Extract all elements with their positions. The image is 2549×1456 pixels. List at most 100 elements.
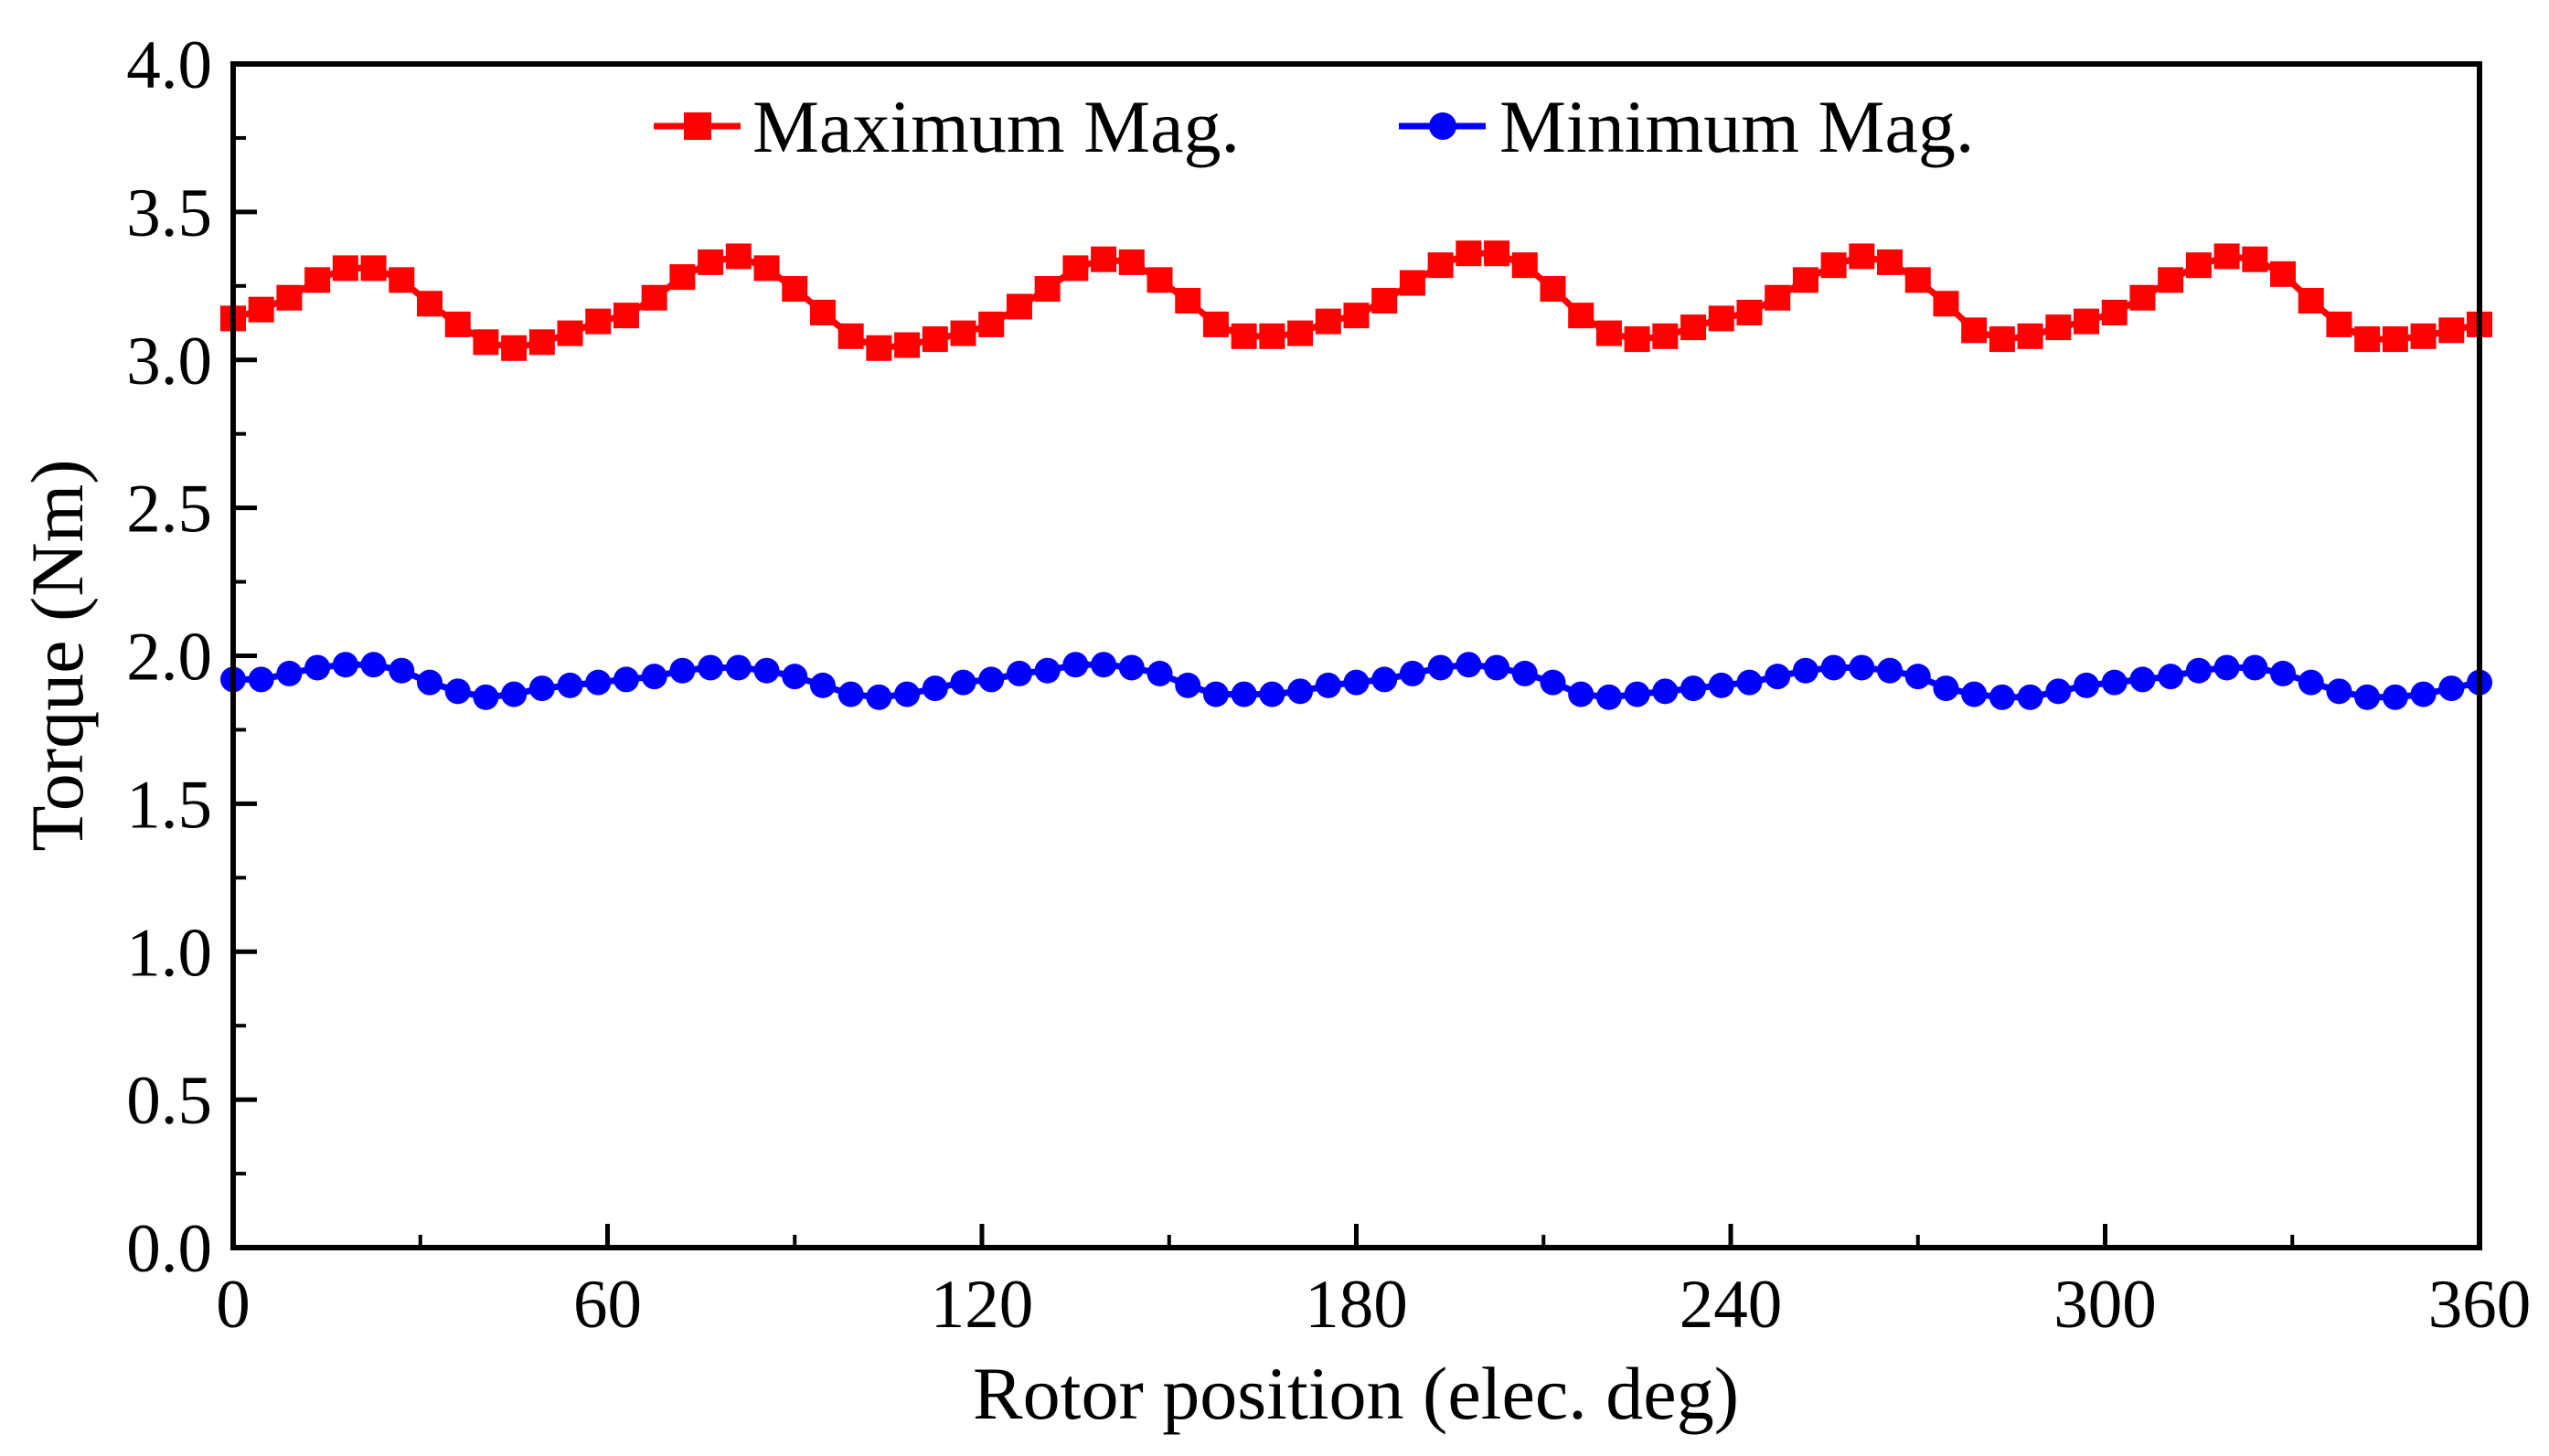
data-point	[698, 654, 724, 681]
data-point	[2298, 669, 2324, 696]
data-point	[1034, 657, 1061, 684]
data-point	[248, 666, 274, 693]
data-point	[2242, 654, 2268, 681]
x-tick-label: 240	[1680, 1267, 1783, 1343]
y-tick-label: 2.0	[126, 620, 212, 696]
series-layer	[220, 240, 2492, 710]
legend-marker-maximum	[684, 112, 711, 140]
data-point	[1147, 660, 1173, 686]
y-axis-title: Torque (Nm)	[16, 459, 99, 851]
data-point	[894, 681, 921, 707]
y-tick-label: 1.0	[126, 915, 212, 991]
data-point	[2326, 311, 2352, 337]
data-point	[2158, 664, 2184, 690]
data-point	[2382, 684, 2408, 710]
data-point	[2129, 284, 2156, 311]
data-point	[2354, 684, 2381, 710]
x-tick-label: 180	[1305, 1267, 1408, 1343]
data-point	[332, 652, 358, 678]
data-point	[2074, 672, 2100, 698]
x-tick-label: 300	[2053, 1267, 2157, 1343]
data-point	[557, 320, 583, 346]
data-point	[416, 291, 443, 317]
data-point	[2185, 657, 2212, 684]
data-point	[1343, 669, 1370, 696]
data-point	[2213, 243, 2240, 270]
x-tick-label: 360	[2428, 1267, 2532, 1343]
data-point	[1568, 303, 1594, 329]
data-point	[1652, 323, 1679, 349]
data-point	[1989, 326, 2015, 353]
data-point	[444, 678, 471, 705]
data-point	[1708, 672, 1734, 698]
data-point	[1736, 299, 1763, 325]
data-point	[276, 284, 303, 311]
data-point	[1904, 664, 1931, 690]
data-point	[1371, 666, 1398, 693]
data-point	[1736, 669, 1763, 696]
data-point	[1765, 284, 1791, 311]
x-axis-title: Rotor position (elec. deg)	[973, 1352, 1739, 1435]
data-point	[1624, 681, 1650, 707]
x-axis-ticks: 0 60 120 180 240 300 360	[216, 1224, 2531, 1343]
data-point	[2213, 654, 2240, 681]
data-point	[1904, 267, 1931, 293]
data-point	[1315, 308, 1341, 335]
data-point	[922, 675, 948, 702]
data-point	[2045, 678, 2072, 705]
legend-item-minimum: Minimum Mag.	[1399, 85, 1974, 168]
y-tick-label: 3.5	[126, 175, 212, 251]
data-point	[950, 320, 976, 346]
data-point	[866, 684, 892, 710]
data-point	[557, 672, 583, 698]
data-point	[978, 666, 1005, 693]
data-point	[389, 267, 415, 293]
data-point	[1595, 684, 1622, 710]
data-point	[1849, 243, 1875, 270]
data-point	[1202, 311, 1229, 337]
data-point	[1820, 252, 1847, 279]
data-point	[2017, 323, 2043, 349]
data-point	[2101, 299, 2128, 325]
data-point	[1062, 652, 1089, 678]
data-point	[2270, 660, 2297, 686]
data-point	[1259, 681, 1285, 707]
data-point	[2045, 314, 2072, 341]
y-tick-label: 0.0	[126, 1211, 212, 1287]
data-point	[753, 657, 780, 684]
data-point	[1427, 252, 1454, 279]
y-tick-label: 3.0	[126, 324, 212, 399]
data-point	[1680, 675, 1707, 702]
data-point	[837, 681, 864, 707]
data-point	[1849, 654, 1875, 681]
data-point	[2438, 317, 2465, 344]
data-point	[2410, 323, 2437, 349]
data-point	[1680, 314, 1707, 341]
data-point	[809, 672, 836, 698]
data-point	[1006, 293, 1032, 320]
data-point	[528, 675, 555, 702]
y-axis-ticks: 0.0 0.5 1.0 1.5 2.0 2.5 3.0 3.5 4.0	[126, 27, 257, 1287]
data-point	[2298, 288, 2324, 314]
data-point	[669, 264, 696, 291]
data-point	[1933, 291, 1959, 317]
legend-item-maximum: Maximum Mag.	[654, 85, 1240, 168]
data-point	[2017, 684, 2043, 710]
data-point	[1175, 672, 1201, 698]
data-point	[2101, 669, 2128, 696]
data-point	[1118, 249, 1145, 275]
data-point	[276, 660, 303, 686]
data-point	[1175, 288, 1201, 314]
data-point	[2242, 246, 2268, 272]
data-point	[1231, 681, 1257, 707]
data-point	[725, 654, 752, 681]
x-tick-label: 0	[216, 1267, 251, 1343]
data-point	[2129, 666, 2156, 693]
data-point	[1118, 654, 1145, 681]
data-point	[2185, 252, 2212, 279]
data-point	[1820, 654, 1847, 681]
data-point	[1034, 276, 1061, 303]
data-point	[1877, 657, 1904, 684]
data-point	[613, 303, 639, 329]
legend-label-maximum: Maximum Mag.	[752, 85, 1240, 168]
